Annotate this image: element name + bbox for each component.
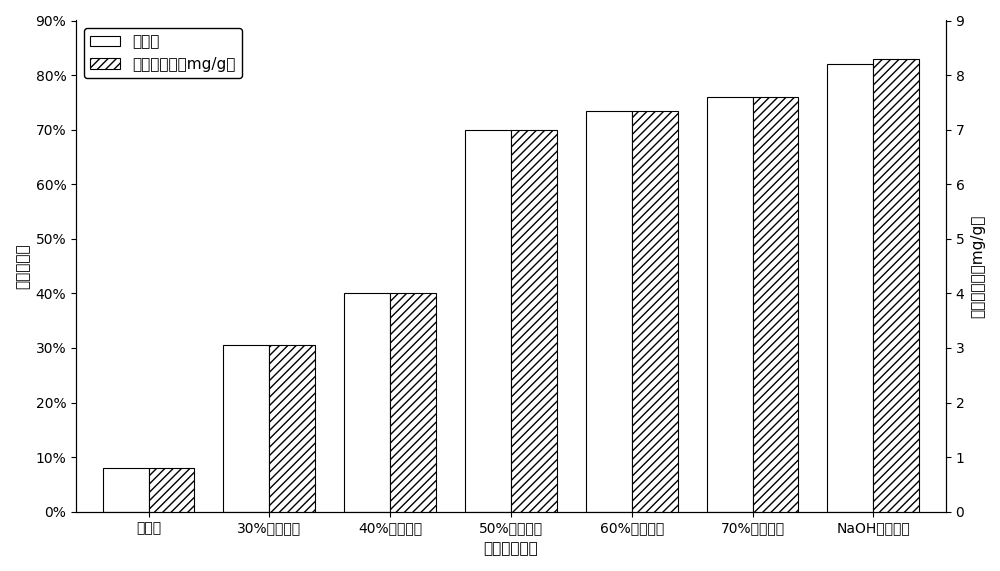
Bar [827, 64, 873, 512]
X-axis label: 不同永石配比: 不同永石配比 [484, 541, 538, 556]
Bar [465, 130, 511, 512]
Bar [632, 111, 678, 512]
Bar [223, 345, 269, 512]
Bar [103, 468, 149, 512]
Y-axis label: 氨氮去除率: 氨氮去除率 [15, 243, 30, 289]
Bar [707, 97, 753, 512]
Bar [390, 293, 436, 512]
Bar [149, 468, 194, 512]
Y-axis label: 平衡吸附量（mg/g）: 平衡吸附量（mg/g） [970, 215, 985, 318]
Bar [511, 130, 557, 512]
Bar [586, 111, 632, 512]
Bar [344, 293, 390, 512]
Bar [873, 59, 919, 512]
Bar [753, 97, 798, 512]
Bar [269, 345, 315, 512]
Legend: 去除率, 平衡吸附量（mg/g）: 去除率, 平衡吸附量（mg/g） [84, 28, 242, 78]
